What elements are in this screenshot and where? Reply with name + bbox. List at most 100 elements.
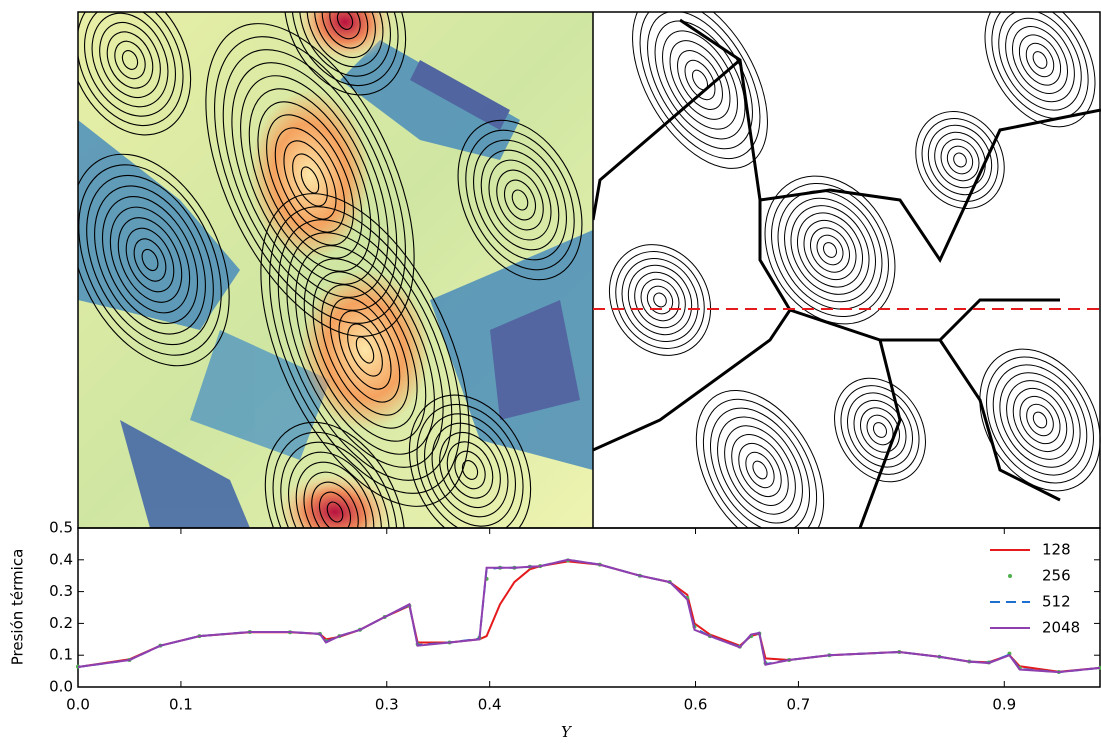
contour <box>423 413 517 527</box>
contour <box>257 101 363 259</box>
contour <box>654 20 746 140</box>
contour <box>615 251 705 349</box>
contour <box>314 12 376 58</box>
contour <box>416 403 524 528</box>
x-tick-label: 0.7 <box>787 696 811 714</box>
contour <box>439 432 501 508</box>
contour <box>222 49 398 311</box>
contour <box>745 451 775 489</box>
x-tick-label: 0.1 <box>169 696 193 714</box>
contour <box>695 389 825 528</box>
contour <box>214 36 406 324</box>
contour <box>1025 42 1055 78</box>
contour <box>847 392 913 468</box>
contour <box>1012 388 1068 452</box>
x-tick-label: 0.4 <box>478 696 502 714</box>
contour <box>1026 403 1054 437</box>
contour <box>298 12 392 77</box>
contour <box>78 153 230 367</box>
contour <box>287 451 383 528</box>
contour <box>634 271 686 329</box>
legend-label: 256 <box>1042 567 1071 585</box>
contour <box>724 425 796 515</box>
contour <box>669 40 731 120</box>
legend-label: 128 <box>1042 541 1071 559</box>
contour <box>260 193 470 507</box>
contour <box>94 185 206 335</box>
contour <box>639 12 761 160</box>
contour <box>684 59 716 101</box>
contour <box>329 12 361 40</box>
contour <box>461 460 479 480</box>
x-tick-label: 0.9 <box>992 696 1016 714</box>
contour <box>1005 17 1075 103</box>
contour <box>834 377 926 483</box>
contour <box>1018 34 1062 86</box>
contour <box>311 481 359 528</box>
contour <box>347 323 383 377</box>
contour <box>946 145 974 175</box>
contour <box>496 169 544 231</box>
contour <box>78 164 222 356</box>
contour <box>653 292 667 308</box>
series-line <box>77 558 1101 674</box>
contour <box>503 179 537 221</box>
contour <box>292 153 328 207</box>
y-axis-label: Presión térmica <box>9 549 27 666</box>
y-tick-label: 0.4 <box>49 550 73 568</box>
contour <box>78 12 192 136</box>
contour <box>101 196 199 324</box>
plot-frame <box>77 527 1101 688</box>
contour <box>269 206 461 494</box>
contour <box>99 22 161 98</box>
contour <box>940 138 980 182</box>
contour <box>840 385 920 475</box>
contour <box>860 407 900 453</box>
contour <box>133 238 167 282</box>
contour <box>1006 380 1074 460</box>
contour <box>992 364 1088 476</box>
contour <box>621 257 699 343</box>
x-tick-label: 0.3 <box>375 696 399 714</box>
contour <box>303 471 367 528</box>
x-axis-label: Y <box>561 723 573 740</box>
contour <box>91 12 169 108</box>
contour <box>329 297 401 403</box>
contour <box>291 12 399 87</box>
contour <box>803 219 857 281</box>
contour <box>318 491 352 528</box>
contour <box>465 129 575 271</box>
contour <box>784 197 876 303</box>
contour <box>264 421 406 528</box>
contour <box>446 441 494 499</box>
contour <box>106 31 154 89</box>
contour <box>488 159 552 241</box>
contour <box>303 258 427 442</box>
contour <box>272 431 398 528</box>
contour <box>248 88 372 272</box>
contour <box>312 271 418 429</box>
contour <box>646 285 674 315</box>
contour <box>662 30 738 130</box>
contour <box>816 234 844 266</box>
x-tick-label: 0.0 <box>66 696 90 714</box>
contour <box>998 12 1082 111</box>
legend-label: 512 <box>1042 593 1071 611</box>
contour <box>283 140 337 220</box>
contour <box>823 242 837 258</box>
contour <box>640 278 680 322</box>
contour <box>231 62 389 298</box>
contour <box>78 12 184 127</box>
contour <box>326 501 344 523</box>
contour <box>283 12 407 96</box>
contour <box>717 416 803 524</box>
contour <box>286 232 444 468</box>
y-tick-label: 0.1 <box>49 646 73 664</box>
x-tick-label: 0.6 <box>684 696 708 714</box>
contour <box>771 182 889 318</box>
contour <box>321 284 409 416</box>
contour <box>709 407 811 528</box>
contour <box>752 460 768 480</box>
contour <box>454 450 486 490</box>
